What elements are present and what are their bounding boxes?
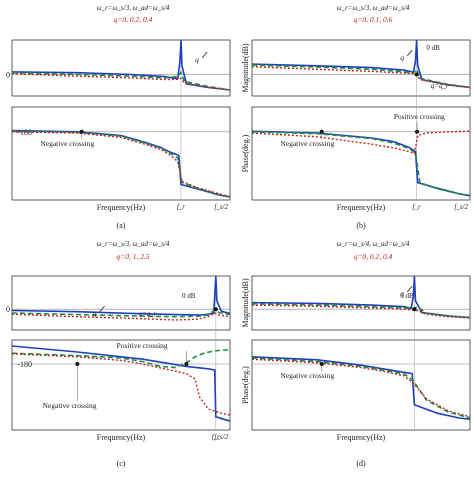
- phase-axis-label: Phase(deg.): [241, 134, 250, 172]
- phase-plot-frame: [11, 106, 231, 201]
- q-values-legend: q=0, 0.2, 0.4: [354, 252, 393, 261]
- panel-caption: (c): [117, 459, 126, 468]
- x-axis-label: Frequency(Hz): [337, 203, 386, 212]
- q-values-legend: q=0, 0.1, 0.6: [354, 15, 393, 24]
- phase-axis-label: Phase(deg.): [241, 366, 250, 404]
- magnitude-axis-label: Magnitude(dB): [241, 278, 250, 328]
- magnitude-series-line-q-1: [11, 309, 231, 318]
- negative-crossing-label: Negative crossing: [43, 401, 97, 410]
- phase-series-line-q-0: [11, 345, 231, 422]
- q-equals-qr-label: q=q_r: [431, 82, 449, 90]
- phase-plot-frame: [251, 106, 471, 201]
- condition-label: ω_r=ω_s/3, ω_ad=ω_s/4: [97, 240, 170, 248]
- x-tick-label: f_r: [413, 203, 421, 211]
- q-arrow: [201, 51, 208, 59]
- q-arrow: [406, 285, 413, 293]
- magnitude-tick-label: 0: [6, 70, 10, 79]
- phase-tick-label: -180: [17, 360, 32, 369]
- zero-db-label: 0 dB: [182, 292, 196, 300]
- x-tick-label: f_s/2: [454, 203, 468, 211]
- magnitude-axis-label: Magnitude(dB): [241, 43, 250, 93]
- x-axis-label: Frequency(Hz): [97, 433, 146, 442]
- magnitude-series-line-q-0: [251, 275, 471, 319]
- positive-crossing-label: Positive crossing: [117, 341, 168, 350]
- magnitude-plot-frame: [11, 39, 231, 97]
- chart-panel-2: Magnitude(dB) Phase(deg.) Frequency(Hz) f_r…: [241, 4, 471, 230]
- q-arrow-label: q: [400, 289, 404, 298]
- q-arrow-label: q: [195, 55, 199, 64]
- magnitude-series-line-q-0-2: [11, 70, 231, 91]
- negative-crossing-label: Negative crossing: [40, 139, 94, 148]
- phase-series-line-q-0-2: [251, 357, 471, 419]
- magnitude-series-line-q-0-4: [11, 72, 231, 91]
- magnitude-series-line-q-0: [11, 39, 231, 91]
- chart-panel-4: Magnitude(dB) Phase(deg.) Frequency(Hz) Neg…: [241, 240, 471, 468]
- phase-plot-frame: [11, 339, 231, 431]
- panel-caption: (d): [356, 459, 366, 468]
- magnitude-series-line-q-0-4: [251, 304, 471, 319]
- phase-plot-frame: [251, 339, 471, 431]
- panel-caption: (b): [356, 221, 366, 230]
- negative-crossing-label: Negative crossing: [280, 139, 334, 148]
- phase-series-line-q-0: [251, 356, 471, 420]
- condition-label: ω_r=ω_s/3, ω_ad=ω_s/4: [337, 4, 410, 12]
- x-tick-label: f_s/2: [214, 203, 228, 211]
- zero-db-crossing-marker: [213, 307, 218, 312]
- zero-db-label: 0 dB: [426, 44, 440, 52]
- magnitude-series-line-q-0: [11, 275, 231, 316]
- magnitude-series-line-q-0-6: [251, 66, 471, 89]
- phase-series-line-q-2-5: [11, 353, 231, 416]
- q-arrow: [406, 49, 413, 57]
- magnitude-plot-frame: [251, 39, 471, 97]
- condition-label: ω_r=ω_s/4, ω_ad=ω_s/4: [337, 240, 410, 248]
- q-values-legend: q=0, 1, 2.5: [116, 252, 149, 261]
- q-arrow-label: q: [400, 53, 404, 62]
- positive-crossing-label: Positive crossing: [394, 112, 445, 121]
- condition-label: ω_r=ω_s/3, ω_ad=ω_s/4: [97, 4, 170, 12]
- zero-db-crossing-marker: [414, 72, 419, 77]
- magnitude-tick-label: 0: [6, 305, 10, 314]
- phase-series-line-q-0-6: [251, 130, 471, 155]
- phase-series-line-q-0-4: [11, 131, 231, 198]
- zero-db-crossing-marker: [412, 307, 417, 312]
- x-tick-label: f_r: [212, 433, 220, 441]
- phase-series-line-q-0-1: [251, 131, 471, 197]
- zero-db-label: 0 dB: [400, 292, 414, 300]
- panel-caption: (a): [117, 221, 126, 230]
- x-tick-label: f_r: [177, 203, 185, 211]
- phase-series-line-q-1: [11, 348, 231, 369]
- magnitude-series-line-q-2-5: [11, 312, 231, 321]
- x-tick-label: f_s/2: [214, 433, 228, 441]
- q-values-legend: q=0, 0.2, 0.4: [114, 15, 153, 24]
- q-arrow-label: q: [93, 309, 97, 318]
- q-arrow: [99, 305, 105, 313]
- q-equals-qr-label: q=q_r: [138, 310, 156, 318]
- x-axis-label: Frequency(Hz): [337, 433, 386, 442]
- chart-panel-3: 0 -180 Frequency(Hz) f_rf_s/2 Positive cross…: [6, 240, 231, 468]
- magnitude-plot-frame: [11, 275, 231, 331]
- negative-crossing-label: Negative crossing: [280, 371, 334, 380]
- x-axis-label: Frequency(Hz): [97, 203, 146, 212]
- phase-series-line-q-0-4: [251, 358, 471, 418]
